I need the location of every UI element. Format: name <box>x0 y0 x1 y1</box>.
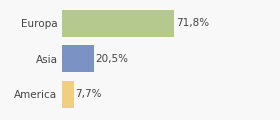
Text: 7,7%: 7,7% <box>75 89 102 99</box>
Bar <box>62 45 94 72</box>
Bar <box>62 81 74 108</box>
Text: 71,8%: 71,8% <box>176 18 209 28</box>
Text: 20,5%: 20,5% <box>95 54 128 64</box>
Bar <box>62 10 174 37</box>
